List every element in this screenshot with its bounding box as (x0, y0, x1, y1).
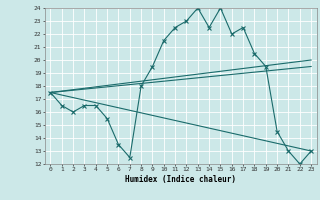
X-axis label: Humidex (Indice chaleur): Humidex (Indice chaleur) (125, 175, 236, 184)
